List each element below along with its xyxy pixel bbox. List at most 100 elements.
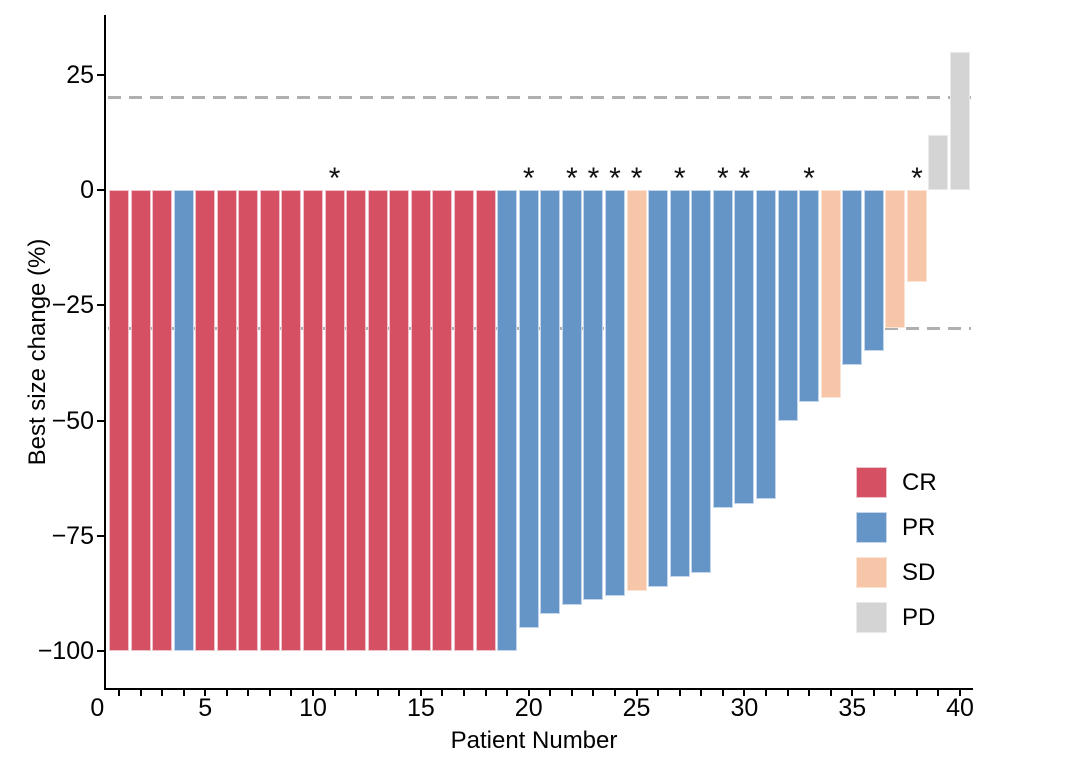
significance-asterisk: * (630, 162, 643, 196)
reference-line--30 (108, 326, 971, 330)
bar-patient-35 (842, 190, 863, 366)
x-axis-tick (527, 690, 530, 696)
bar-patient-3 (152, 190, 173, 652)
x-axis-tick (506, 690, 509, 696)
x-axis-tick (743, 690, 746, 696)
x-axis-tick (139, 690, 142, 696)
bar-patient-11 (324, 190, 345, 652)
bar-patient-32 (777, 190, 798, 421)
x-axis-tick (872, 690, 875, 696)
bar-patient-14 (389, 190, 410, 652)
bar-patient-4 (173, 190, 194, 652)
x-axis-tick (376, 690, 379, 696)
x-axis-tick (786, 690, 789, 696)
legend: CR PR SD PD (856, 467, 937, 647)
x-tick-label: 35 (838, 694, 867, 722)
bar-patient-37 (885, 190, 906, 329)
bar-patient-25 (626, 190, 647, 592)
legend-swatch-pd (856, 602, 887, 633)
legend-swatch-sd (856, 557, 887, 588)
x-axis-tick (894, 690, 897, 696)
significance-asterisk: * (587, 162, 600, 196)
y-axis-tick (97, 534, 105, 537)
bar-patient-28 (691, 190, 712, 573)
y-tick-label: −50 (51, 406, 94, 435)
y-tick-label: 25 (66, 60, 94, 89)
y-axis-tick (97, 304, 105, 307)
x-axis-tick (915, 690, 918, 696)
y-tick-label: −75 (51, 521, 94, 550)
bar-patient-36 (863, 190, 884, 352)
y-axis-tick (97, 189, 105, 192)
significance-asterisk: * (911, 162, 923, 196)
bar-patient-8 (259, 190, 280, 652)
y-tick-label: −100 (37, 637, 94, 666)
legend-item-sd: SD (856, 557, 937, 588)
x-tick-label: 10 (299, 694, 327, 722)
y-axis-tick (97, 650, 105, 653)
bar-patient-26 (648, 190, 669, 587)
x-axis-tick (290, 690, 293, 696)
y-axis-tick (97, 73, 105, 76)
bar-patient-12 (346, 190, 367, 652)
x-axis-tick (117, 690, 120, 696)
x-axis-tick (657, 690, 660, 696)
legend-swatch-pr (856, 512, 887, 543)
x-axis-tick (225, 690, 228, 696)
x-tick-label: 40 (946, 694, 974, 722)
significance-asterisk: * (328, 162, 341, 196)
y-axis-tick (97, 419, 105, 422)
bar-patient-16 (432, 190, 453, 652)
x-axis-tick (700, 690, 703, 696)
bar-patient-20 (518, 190, 539, 629)
bar-patient-10 (303, 190, 324, 652)
x-tick-label: 30 (730, 694, 759, 722)
bar-patient-31 (755, 190, 776, 499)
reference-line-20 (108, 96, 971, 100)
x-axis-line (104, 688, 973, 690)
bar-patient-33 (799, 190, 820, 403)
x-axis-tick (441, 690, 444, 696)
y-tick-label: 0 (80, 176, 94, 205)
x-tick-label: 15 (406, 694, 435, 722)
bar-patient-7 (238, 190, 259, 652)
x-tick-label: 5 (198, 694, 213, 722)
bar-patient-6 (216, 190, 237, 652)
bar-patient-15 (410, 190, 431, 652)
x-axis-tick (247, 690, 250, 696)
legend-label: PD (902, 604, 936, 631)
bar-patient-34 (820, 190, 841, 398)
x-axis-tick (419, 690, 422, 696)
legend-item-pr: PR (856, 512, 937, 543)
x-axis-tick (851, 690, 854, 696)
x-axis-tick (268, 690, 271, 696)
x-axis-tick (613, 690, 616, 696)
legend-label: SD (902, 559, 936, 586)
x-axis-tick (182, 690, 185, 696)
significance-asterisk: * (673, 162, 686, 196)
x-axis-tick (312, 690, 315, 696)
bar-patient-18 (475, 190, 496, 652)
significance-asterisk: * (566, 162, 578, 196)
bar-patient-24 (604, 190, 625, 596)
bar-patient-27 (669, 190, 690, 578)
significance-asterisk: * (738, 162, 751, 196)
bar-patient-13 (367, 190, 388, 652)
bar-patient-21 (540, 190, 561, 615)
bar-patient-1 (108, 190, 129, 652)
x-axis-tick (764, 690, 767, 696)
bar-patient-39 (928, 134, 949, 191)
x-axis-tick (678, 690, 681, 696)
y-axis-line (104, 15, 106, 690)
x-tick-label: 20 (514, 694, 543, 722)
legend-label: CR (902, 469, 937, 496)
x-axis-tick (592, 690, 595, 696)
x-axis-tick (570, 690, 573, 696)
x-tick-label: 25 (622, 694, 651, 722)
bar-patient-2 (130, 190, 151, 652)
legend-label: PR (902, 514, 936, 541)
x-axis-tick (333, 690, 336, 696)
x-axis-tick (463, 690, 465, 696)
legend-item-cr: CR (856, 467, 937, 498)
